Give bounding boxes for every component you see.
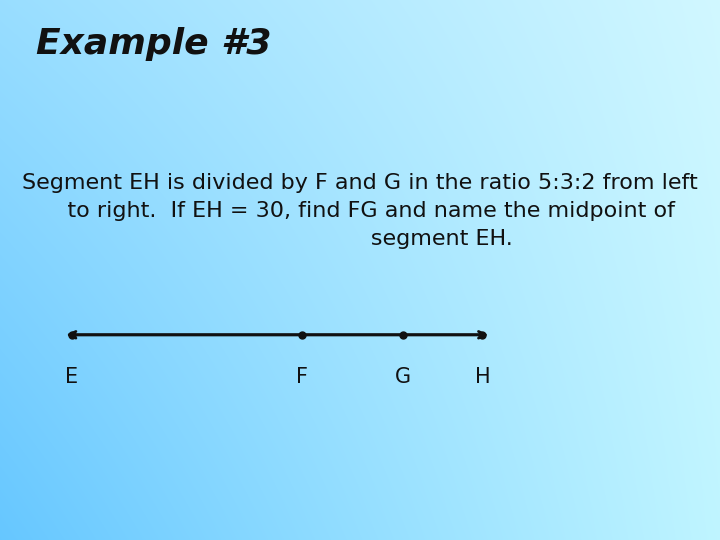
Text: H: H <box>474 367 490 387</box>
Text: E: E <box>66 367 78 387</box>
Text: Example #3: Example #3 <box>36 27 271 61</box>
Text: F: F <box>297 367 308 387</box>
Text: Segment EH is divided by F and G in the ratio 5:3:2 from left
   to right.  If E: Segment EH is divided by F and G in the … <box>22 173 698 249</box>
Text: G: G <box>395 367 411 387</box>
